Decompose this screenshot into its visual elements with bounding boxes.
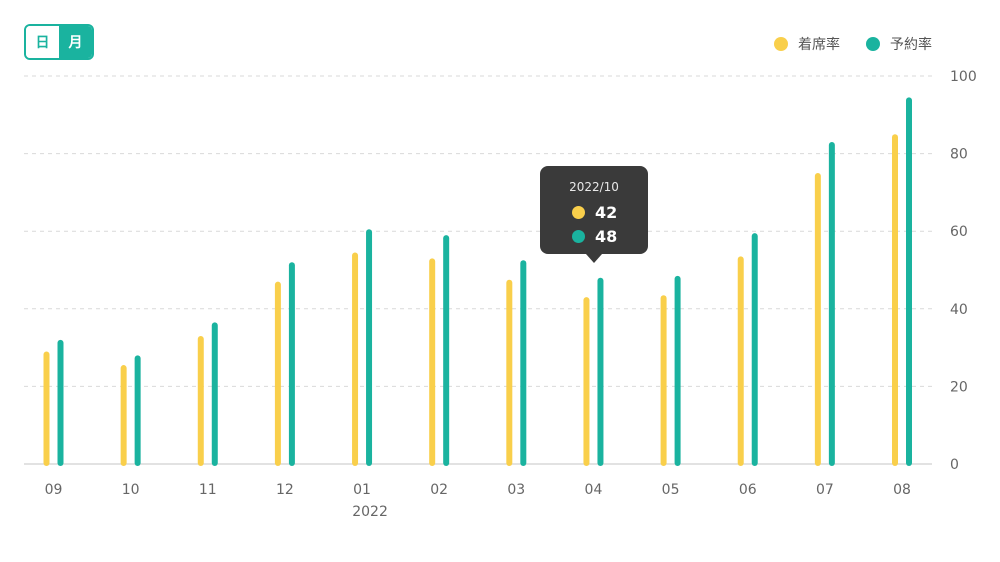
legend-dot-attendance — [774, 37, 788, 51]
x-tick-label: 02 — [430, 482, 448, 498]
x-tick-label: 12 — [276, 482, 294, 498]
day-toggle-button[interactable]: 日 — [26, 26, 59, 58]
x-tick-label: 05 — [662, 482, 680, 498]
chart-tooltip: 2022/10 42 48 — [540, 166, 648, 263]
x-tick-label: 03 — [507, 482, 525, 498]
legend-label-reservation: 予約率 — [890, 37, 932, 53]
bar-attendance[interactable] — [583, 297, 590, 466]
bar-attendance[interactable] — [892, 134, 898, 466]
legend-item-reservation[interactable]: 予約率 — [866, 34, 932, 54]
bar-reservation[interactable] — [288, 262, 295, 466]
bar-reservation[interactable] — [520, 260, 527, 466]
bar-attendance[interactable] — [120, 365, 127, 466]
tooltip-dot-attendance — [572, 205, 585, 219]
x-tick-label: 09 — [45, 482, 63, 498]
y-tick-label: 80 — [950, 147, 968, 163]
bar-attendance[interactable] — [506, 279, 513, 466]
x-tick-label: 11 — [199, 482, 217, 498]
bar-reservation[interactable] — [597, 277, 604, 466]
y-tick-label: 100 — [950, 69, 977, 85]
month-toggle-button[interactable]: 月 — [59, 26, 92, 58]
tooltip-row-attendance: 42 — [540, 200, 648, 224]
bar-attendance[interactable] — [274, 281, 281, 466]
period-toggle: 日 月 — [24, 24, 94, 60]
bar-attendance[interactable] — [737, 256, 744, 466]
legend-item-attendance[interactable]: 着席率 — [774, 34, 840, 54]
bar-reservation[interactable] — [134, 355, 141, 466]
x-tick-label: 10 — [122, 482, 140, 498]
tooltip-value-reservation: 48 — [595, 226, 618, 246]
bar-attendance[interactable] — [43, 351, 50, 466]
bar-reservation[interactable] — [211, 322, 218, 466]
bar-attendance[interactable] — [352, 252, 359, 466]
y-tick-label: 20 — [950, 379, 968, 395]
chart-legend: 着席率 予約率 — [774, 34, 932, 54]
bar-reservation[interactable] — [366, 229, 373, 466]
bar-attendance[interactable] — [429, 258, 436, 466]
legend-label-attendance: 着席率 — [798, 37, 840, 53]
bar-reservation[interactable] — [443, 235, 450, 466]
tooltip-value-attendance: 42 — [595, 202, 618, 222]
bar-attendance[interactable] — [814, 173, 821, 466]
x-tick-label: 08 — [893, 482, 911, 498]
y-tick-label: 60 — [950, 224, 968, 240]
tooltip-title: 2022/10 — [569, 180, 619, 194]
x-tick-label: 01 — [353, 482, 371, 498]
bars — [43, 97, 912, 466]
grid-lines — [24, 75, 932, 465]
bar-attendance[interactable] — [660, 295, 667, 466]
y-tick-label: 40 — [950, 302, 968, 318]
bar-reservation[interactable] — [828, 141, 835, 466]
x-year-label: 2022 — [352, 504, 388, 520]
y-tick-label: 0 — [950, 457, 959, 473]
x-tick-label: 06 — [739, 482, 757, 498]
legend-dot-reservation — [866, 37, 880, 51]
bar-attendance[interactable] — [197, 335, 204, 466]
tooltip-row-reservation: 48 — [540, 224, 648, 248]
bar-reservation[interactable] — [906, 97, 912, 466]
bar-reservation[interactable] — [674, 275, 681, 466]
y-axis-ticks: 0 20 40 60 80 100 — [950, 69, 977, 473]
x-axis-ticks: 09 10 11 12 01 02 03 04 05 06 07 08 2022 — [45, 482, 911, 520]
bar-reservation[interactable] — [57, 339, 64, 466]
bar-reservation[interactable] — [751, 233, 758, 466]
x-tick-label: 04 — [585, 482, 603, 498]
tooltip-dot-reservation — [572, 229, 585, 243]
x-tick-label: 07 — [816, 482, 834, 498]
